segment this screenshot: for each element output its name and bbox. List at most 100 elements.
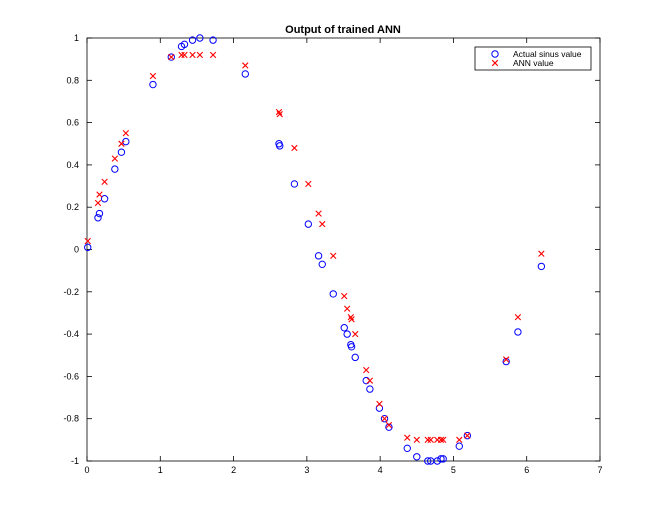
actual-point: [403, 444, 411, 453]
ann-point: [94, 199, 102, 207]
y-tick-label: 1: [74, 33, 79, 43]
axes-frame: [86, 37, 601, 462]
legend-box: [474, 46, 592, 71]
ann-point: [427, 436, 434, 444]
ann-point: [118, 140, 125, 147]
ann-point: [96, 191, 103, 198]
ann-point: [413, 436, 420, 444]
y-tick-label: 0.6: [66, 118, 79, 128]
actual-point: [318, 260, 326, 269]
y-tick-label: -0.8: [63, 414, 79, 424]
x-tick-label: 4: [378, 465, 383, 475]
ann-point: [424, 436, 431, 444]
ann-point: [242, 62, 249, 69]
ann-point: [319, 220, 326, 228]
actual-point: [439, 455, 447, 463]
x-tick-label: 7: [597, 465, 602, 475]
actual-point: [111, 165, 119, 173]
x-tick-label: 0: [84, 465, 89, 475]
actual-point: [84, 243, 92, 252]
ann-point: [514, 313, 522, 321]
actual-point: [514, 328, 522, 336]
actual-point: [290, 180, 299, 188]
ann-point: [437, 436, 445, 444]
y-tick-label: -0.6: [63, 371, 79, 381]
actual-point: [385, 423, 393, 431]
actual-point: [380, 415, 389, 423]
actual-point: [188, 36, 197, 44]
actual-point: [314, 252, 323, 260]
actual-point: [455, 442, 463, 450]
actual-point: [366, 385, 374, 393]
ann-point: [122, 129, 130, 137]
ann-point: [178, 51, 185, 59]
ann-point: [381, 415, 388, 422]
actual-point: [329, 290, 337, 298]
ann-point: [276, 110, 283, 118]
actual-point: [347, 343, 356, 351]
ann-point: [196, 51, 204, 59]
actual-point: [149, 80, 157, 89]
actual-point: [304, 220, 313, 228]
ann-point: [439, 436, 447, 444]
actual-point: [413, 453, 421, 461]
actual-point: [375, 404, 384, 412]
ann-point: [538, 250, 545, 257]
actual-point: [95, 209, 104, 218]
ann-point: [209, 51, 217, 59]
plot-area: 0 1 2 3 4 5 6 7 -1 -0.8 -0.6 -0.4 -0.2 0 0.2 0.4 0.6 0.8 1…: [63, 33, 602, 475]
actual-point: [351, 353, 359, 362]
x-tick-label: 1: [158, 465, 163, 475]
ann-point: [111, 155, 119, 162]
ann-point: [84, 237, 91, 245]
y-tick-label: -1: [71, 456, 79, 466]
ann-point: [305, 180, 312, 188]
y-tick-label: 0.4: [66, 160, 79, 170]
ann-point: [347, 313, 355, 321]
ann-point: [385, 421, 393, 429]
ann-point: [343, 305, 351, 312]
ann-point: [181, 51, 188, 59]
actual-point: [463, 431, 472, 440]
legend-marker-ann: [491, 59, 499, 67]
actual-point: [122, 137, 130, 146]
ann-point: [464, 432, 471, 439]
ann-point: [275, 108, 283, 116]
actual-point: [117, 148, 126, 156]
ann-point: [315, 210, 322, 217]
ann-point: [189, 51, 196, 59]
ann-point: [330, 252, 337, 260]
legend-label-actual: Actual sinus value: [513, 49, 582, 59]
actual-point: [167, 53, 175, 61]
actual-point: [343, 330, 351, 338]
y-tick-label: -0.4: [63, 329, 79, 339]
actual-point: [180, 40, 189, 49]
ann-point: [503, 356, 510, 363]
y-tick-label: 0: [74, 245, 79, 255]
ann-point: [376, 400, 383, 408]
actual-point: [94, 214, 102, 222]
ann-point: [363, 366, 370, 374]
x-tick-label: 6: [524, 465, 529, 475]
actual-point: [424, 457, 432, 465]
ann-point: [456, 436, 463, 444]
ann-point: [366, 377, 374, 384]
ann-point: [352, 330, 359, 338]
ann-point: [291, 144, 298, 152]
actual-point: [437, 455, 445, 463]
x-tick-label: 5: [451, 465, 456, 475]
actual-point: [209, 36, 217, 44]
actual-point: [276, 142, 284, 150]
actual-point: [196, 34, 204, 42]
ann-point: [168, 53, 175, 61]
actual-point: [340, 324, 348, 332]
ann-point: [149, 72, 157, 80]
y-tick-label: -0.2: [63, 287, 79, 297]
ann-point: [101, 178, 108, 186]
chart-title: Output of trained ANN: [285, 24, 401, 36]
actual-point: [241, 70, 249, 78]
ann-point: [348, 316, 355, 323]
actual-point: [100, 195, 109, 203]
legend-label-ann: ANN value: [513, 58, 554, 68]
